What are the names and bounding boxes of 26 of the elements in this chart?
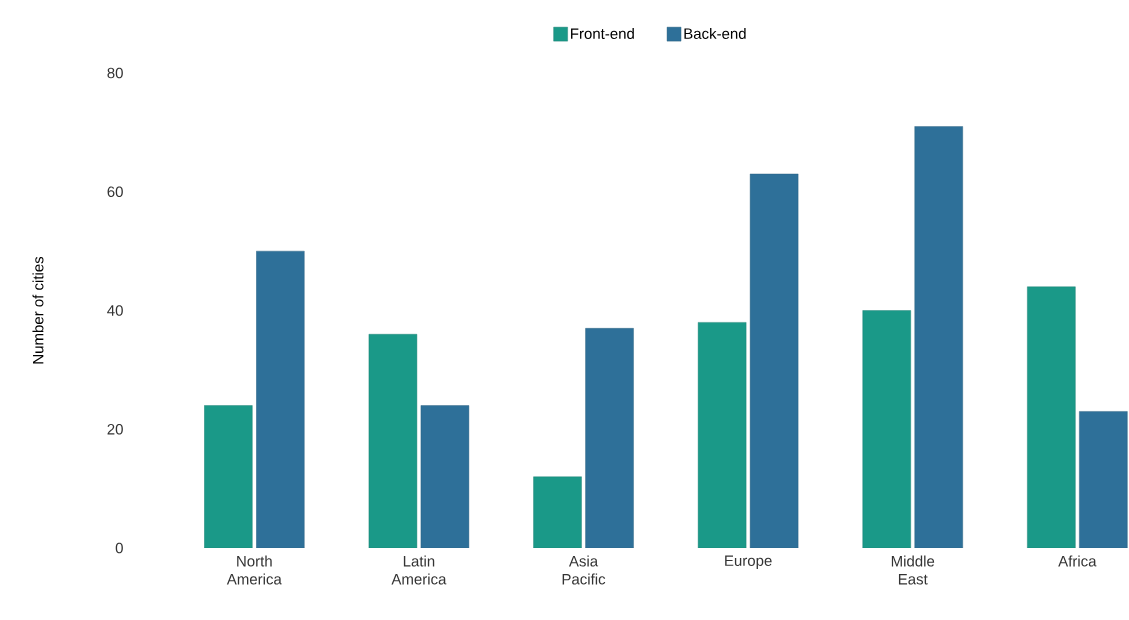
legend-label: Back-end [684,27,746,39]
x-tick-label: Europe [725,555,772,569]
legend-label: Front-end [571,27,634,39]
y-tick-label: 80 [107,67,123,79]
bar [1079,411,1128,548]
y-tick-label: 40 [107,305,123,316]
bar [697,322,747,548]
bar [585,328,634,548]
x-tick-label: Asia Pacific [562,555,606,585]
bar [1027,286,1076,548]
bar [204,405,253,548]
y-tick-label: 60 [107,186,123,198]
bar [914,126,963,548]
bar [749,173,799,548]
y-tick-label: 0 [115,542,123,554]
bar [256,250,305,548]
bar [368,334,418,548]
bar [420,405,470,548]
x-tick-label: Middle East [891,555,935,585]
x-tick-label: Africa [1058,555,1097,567]
x-tick-label: North America [226,555,282,585]
bar [862,310,911,548]
bar [533,476,582,548]
y-tick-label: 20 [107,423,123,435]
x-tick-label: Latin America [391,555,447,585]
y-axis-title: Number of cities [32,256,44,364]
